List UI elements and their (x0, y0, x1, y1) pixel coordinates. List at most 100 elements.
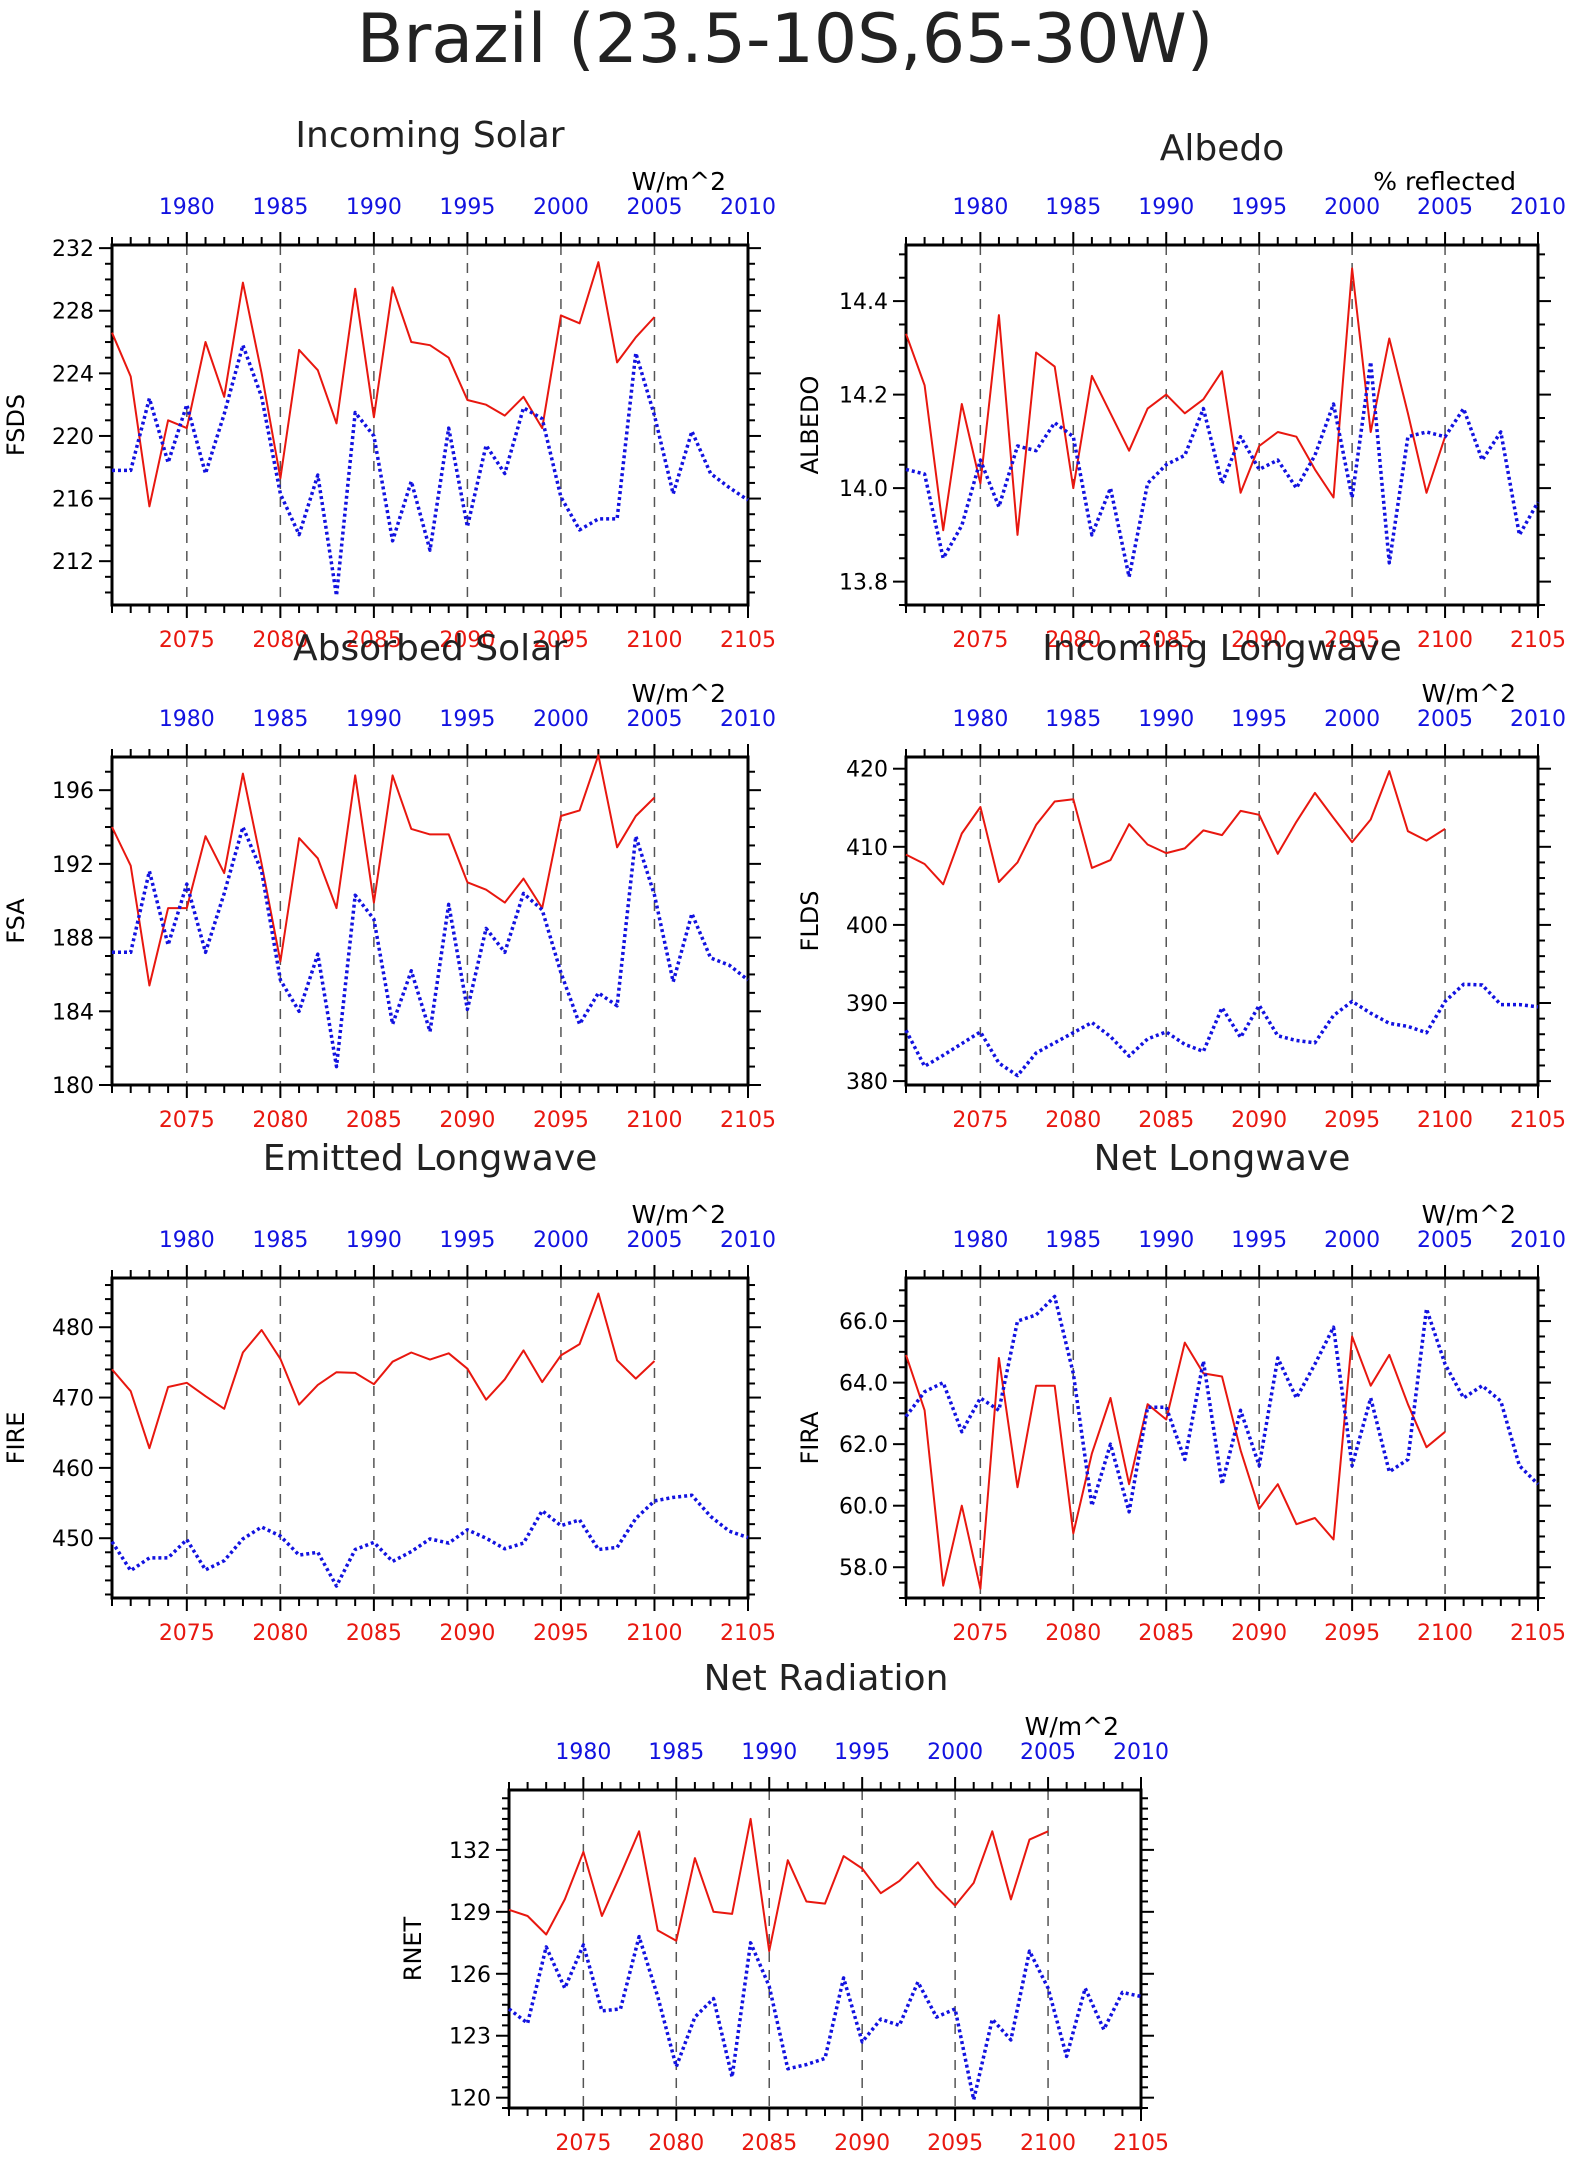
x-tick-label-bottom: 2075 (159, 628, 215, 653)
series-line-historical (110, 1493, 749, 1588)
y-tick-label: 14.4 (839, 290, 888, 315)
chart-title: Incoming Longwave (1042, 628, 1402, 669)
y-tick-label: 120 (449, 2087, 491, 2112)
x-tick-label-bottom: 2075 (952, 1621, 1008, 1646)
y-tick-label: 123 (449, 2025, 491, 2050)
x-tick-label-top: 2010 (720, 707, 776, 732)
chart-fsa: Absorbed Solar W/m^2 2075 2080 2085 2090 2095 2… (2, 628, 776, 1133)
y-tick-label: 188 (52, 927, 94, 952)
plot-frame (904, 1276, 1540, 1600)
chart-title: Incoming Solar (295, 115, 564, 156)
chart-rnet: Net Radiation W/m^2 2075 2080 2085 2090 2095 21… (399, 1658, 1169, 2156)
y-tick-label: 192 (52, 853, 94, 878)
x-tick-label-bottom: 2100 (626, 1621, 682, 1646)
y-tick-label: 470 (52, 1387, 94, 1412)
x-tick-label-top: 1995 (1231, 707, 1287, 732)
y-tick-label: 220 (52, 425, 94, 450)
series-line-future (111, 1292, 656, 1450)
series-line-future (508, 1817, 1049, 1953)
x-tick-label-bottom: 2080 (1045, 1108, 1101, 1133)
series-line-historical (904, 982, 1539, 1078)
y-axis-label: FSDS (2, 394, 30, 456)
x-tick-label-top: 2010 (1113, 1740, 1169, 1765)
y-tick-label: 14.0 (839, 477, 888, 502)
x-tick-label-bottom: 2080 (1045, 1621, 1101, 1646)
series-line-historical (905, 360, 1540, 579)
x-tick-label-top: 1995 (1231, 195, 1287, 220)
x-tick-label-bottom: 2085 (346, 1108, 402, 1133)
x-tick-label-bottom: 2080 (1045, 628, 1101, 653)
series-line-future (111, 754, 656, 987)
x-tick-label-top: 1980 (159, 1228, 215, 1253)
y-tick-label: 380 (846, 1070, 888, 1095)
units-label: W/m^2 (632, 1200, 726, 1229)
x-tick-label-bottom: 2100 (1417, 628, 1473, 653)
y-tick-label: 400 (846, 914, 888, 939)
plot-frame (507, 1788, 1143, 2110)
y-tick-label: 480 (52, 1316, 94, 1341)
x-tick-label-top: 1990 (346, 707, 402, 732)
x-tick-label-bottom: 2095 (533, 1621, 589, 1646)
y-tick-label: 64.0 (839, 1372, 888, 1397)
panels: Incoming Solar W/m^2 2075 2080 2085 2090 2095 2… (2, 115, 1566, 2156)
y-tick-label: 126 (449, 1963, 491, 1988)
x-tick-label-top: 2005 (626, 195, 682, 220)
y-tick-label: 216 (52, 488, 94, 513)
y-axis-label: ALBEDO (796, 376, 824, 475)
x-tick-label-bottom: 2090 (1231, 628, 1287, 653)
x-tick-label-bottom: 2085 (346, 628, 402, 653)
x-tick-label-top: 1985 (1045, 707, 1101, 732)
y-tick-label: 224 (52, 362, 94, 387)
x-tick-label-top: 1990 (1138, 1228, 1194, 1253)
x-tick-label-bottom: 2105 (1510, 1108, 1566, 1133)
chart-fira: Net Longwave W/m^2 2075 2080 2085 2090 2095 210… (796, 1138, 1566, 1646)
x-tick-label-top: 2010 (720, 195, 776, 220)
x-tick-label-bottom: 2100 (626, 1108, 682, 1133)
x-tick-label-bottom: 2095 (927, 2131, 983, 2156)
x-tick-label-bottom: 2075 (952, 628, 1008, 653)
x-tick-label-bottom: 2105 (720, 628, 776, 653)
y-axis-label: FIRA (796, 1411, 824, 1465)
x-tick-label-bottom: 2100 (1417, 1621, 1473, 1646)
y-axis-label: FIRE (2, 1412, 30, 1465)
y-tick-label: 420 (846, 758, 888, 783)
chart-title: Net Longwave (1094, 1138, 1351, 1179)
y-tick-label: 184 (52, 1000, 94, 1025)
chart-fsds: Incoming Solar W/m^2 2075 2080 2085 2090 2095 2… (2, 115, 776, 653)
x-tick-label-top: 2005 (1417, 1228, 1473, 1253)
x-tick-label-bottom: 2105 (1113, 2131, 1169, 2156)
chart-flds: Incoming Longwave W/m^2 2075 2080 2085 2090 20… (796, 628, 1566, 1133)
units-label: W/m^2 (632, 679, 726, 708)
y-axis-label: RNET (399, 1916, 427, 1981)
x-tick-label-top: 2000 (533, 1228, 589, 1253)
y-tick-label: 212 (52, 550, 94, 575)
x-tick-label-bottom: 2095 (533, 1108, 589, 1133)
series-line-future (905, 1335, 1446, 1590)
x-tick-label-top: 2000 (533, 707, 589, 732)
plot-frame (110, 755, 750, 1087)
series-line-future (111, 261, 656, 508)
x-tick-label-bottom: 2090 (1231, 1108, 1287, 1133)
units-label: W/m^2 (1025, 1712, 1119, 1741)
x-tick-label-top: 1980 (952, 195, 1008, 220)
plot-frame (110, 1276, 750, 1600)
x-tick-label-bottom: 2085 (741, 2131, 797, 2156)
y-tick-label: 58.0 (839, 1556, 888, 1581)
x-tick-label-top: 2010 (1510, 195, 1566, 220)
x-tick-label-bottom: 2100 (1417, 1108, 1473, 1133)
x-tick-label-top: 1985 (648, 1740, 704, 1765)
x-tick-label-top: 1980 (952, 1228, 1008, 1253)
y-tick-label: 460 (52, 1457, 94, 1482)
series-line-future (905, 770, 1446, 886)
x-tick-label-bottom: 2090 (439, 628, 495, 653)
x-tick-label-top: 1995 (439, 707, 495, 732)
x-tick-label-bottom: 2095 (533, 628, 589, 653)
units-label: W/m^2 (1422, 679, 1516, 708)
x-tick-label-top: 2005 (626, 707, 682, 732)
x-tick-label-bottom: 2080 (252, 628, 308, 653)
x-tick-label-bottom: 2090 (439, 1621, 495, 1646)
y-axis-label: FSA (2, 898, 30, 944)
x-tick-label-top: 2005 (1417, 195, 1473, 220)
x-tick-label-bottom: 2105 (720, 1108, 776, 1133)
